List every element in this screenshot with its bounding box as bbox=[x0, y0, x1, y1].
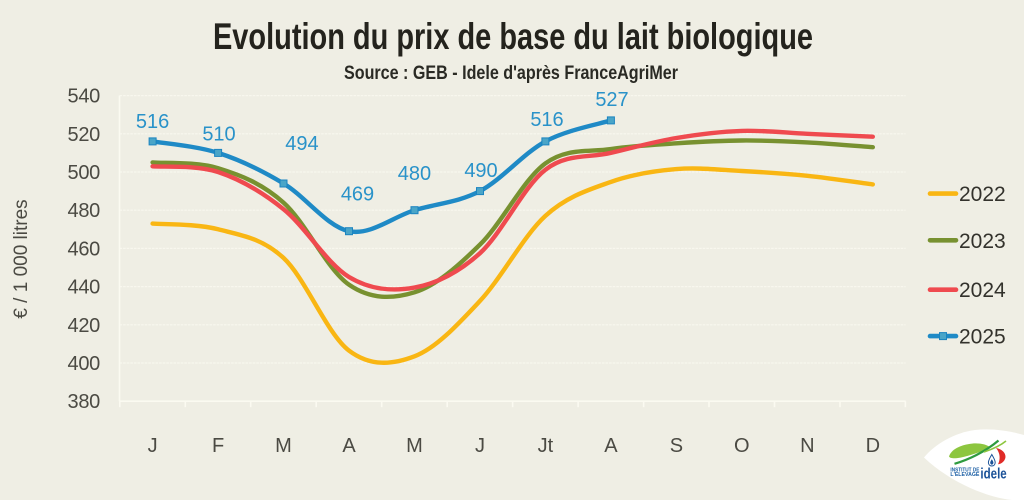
svg-text:2024: 2024 bbox=[959, 279, 1006, 302]
svg-text:A: A bbox=[604, 435, 618, 457]
svg-text:420: 420 bbox=[68, 315, 101, 337]
svg-text:460: 460 bbox=[68, 238, 101, 260]
svg-text:380: 380 bbox=[68, 391, 101, 413]
svg-text:O: O bbox=[734, 435, 750, 457]
svg-text:520: 520 bbox=[68, 124, 101, 146]
svg-text:M: M bbox=[406, 435, 423, 457]
svg-text:A: A bbox=[342, 435, 356, 457]
svg-text:Source : GEB - Idele d'après F: Source : GEB - Idele d'après FranceAgriM… bbox=[344, 63, 679, 84]
svg-text:N: N bbox=[800, 435, 814, 457]
svg-text:516: 516 bbox=[530, 109, 563, 131]
svg-text:L'ELEVAGE: L'ELEVAGE bbox=[950, 472, 980, 478]
svg-text:€ / 1 000 litres: € / 1 000 litres bbox=[11, 199, 32, 318]
svg-text:2022: 2022 bbox=[959, 183, 1006, 206]
svg-text:469: 469 bbox=[341, 183, 374, 205]
svg-text:idele: idele bbox=[980, 465, 1006, 482]
svg-text:D: D bbox=[866, 435, 880, 457]
svg-text:F: F bbox=[212, 435, 224, 457]
svg-text:494: 494 bbox=[285, 133, 318, 155]
svg-text:2023: 2023 bbox=[959, 230, 1006, 253]
svg-text:480: 480 bbox=[398, 163, 431, 185]
svg-text:2025: 2025 bbox=[959, 326, 1006, 349]
svg-text:INSTITUT DE: INSTITUT DE bbox=[950, 467, 980, 473]
svg-text:Jt: Jt bbox=[538, 435, 554, 457]
svg-text:527: 527 bbox=[595, 89, 628, 111]
svg-text:400: 400 bbox=[68, 353, 101, 375]
svg-text:480: 480 bbox=[68, 200, 101, 222]
svg-text:510: 510 bbox=[202, 124, 235, 146]
svg-text:Evolution du prix de base du l: Evolution du prix de base du lait biolog… bbox=[213, 16, 813, 57]
svg-text:J: J bbox=[148, 435, 158, 457]
svg-text:500: 500 bbox=[68, 162, 101, 184]
svg-text:516: 516 bbox=[136, 111, 169, 133]
svg-text:540: 540 bbox=[68, 86, 101, 108]
svg-text:S: S bbox=[670, 435, 683, 457]
svg-text:490: 490 bbox=[464, 160, 497, 182]
svg-text:J: J bbox=[475, 435, 485, 457]
svg-text:440: 440 bbox=[68, 277, 101, 299]
svg-text:M: M bbox=[275, 435, 292, 457]
